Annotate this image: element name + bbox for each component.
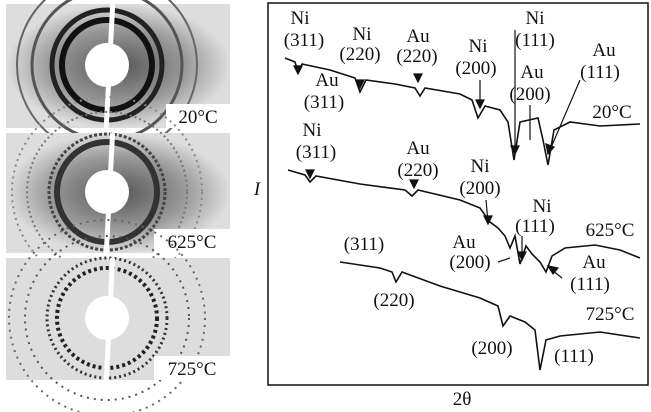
curve-temperature: 20°C: [592, 102, 631, 123]
peak-element: Au: [582, 252, 606, 273]
peak-element: Au: [315, 70, 339, 91]
peak-element: Au: [520, 62, 544, 83]
peak-index: (111): [570, 274, 610, 295]
panel-label: 20°C: [178, 107, 217, 128]
page: 20°C 625°C 725°C I 2θ Ni (311) Au (311) …: [0, 0, 651, 412]
peak-index: (220): [373, 290, 414, 311]
peak-element: Ni: [533, 196, 552, 217]
peak-element: Au: [406, 138, 430, 159]
peak-index: (311): [284, 30, 324, 51]
figure: 20°C 625°C 725°C I 2θ Ni (311) Au (311) …: [0, 0, 651, 412]
peak-element: Au: [452, 232, 476, 253]
curve-temperature: 725°C: [586, 304, 635, 325]
curve-temperature: 625°C: [586, 220, 635, 241]
peak-index: (311): [344, 234, 384, 255]
peak-index: (200): [459, 178, 500, 199]
peak-index: (200): [455, 58, 496, 79]
peak-index: (311): [296, 142, 336, 163]
panel-label: 625°C: [168, 232, 217, 253]
peak-element: Ni: [353, 24, 372, 45]
x-axis-label: 2θ: [453, 389, 472, 410]
peak-index: (220): [396, 46, 437, 67]
peak-index: (200): [509, 84, 550, 105]
peak-element: Au: [592, 40, 616, 61]
peak-index: (220): [397, 160, 438, 181]
peak-index: (200): [449, 252, 490, 273]
peak-element: Ni: [471, 156, 490, 177]
y-axis-label: I: [253, 179, 262, 200]
peak-index: (311): [304, 92, 344, 113]
peak-index: (200): [471, 338, 512, 359]
peak-element: Ni: [526, 8, 545, 29]
peak-element: Au: [406, 26, 430, 47]
peak-index: (111): [515, 30, 555, 51]
panel-label: 725°C: [168, 359, 217, 380]
peak-element: Ni: [303, 120, 322, 141]
peak-index: (111): [515, 216, 555, 237]
peak-element: Ni: [469, 36, 488, 57]
peak-index: (220): [339, 44, 380, 65]
peak-labels: Ni (311) Au (311) Ni (220) Au (220) Ni (…: [284, 8, 635, 367]
diffraction-pattern: 20°C: [6, 0, 230, 155]
peak-index: (111): [554, 346, 594, 367]
peak-element: Ni: [291, 8, 310, 29]
peak-index: (111): [580, 62, 620, 83]
